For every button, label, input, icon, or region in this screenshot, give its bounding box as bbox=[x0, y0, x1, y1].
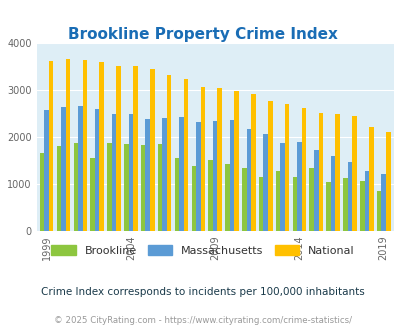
Bar bbox=[352, 116, 356, 231]
Bar bbox=[150, 69, 154, 231]
Bar bbox=[66, 59, 70, 231]
Text: Crime Index corresponds to incidents per 100,000 inhabitants: Crime Index corresponds to incidents per… bbox=[41, 287, 364, 297]
Bar bbox=[179, 117, 183, 231]
Bar bbox=[116, 66, 121, 231]
Bar bbox=[90, 158, 95, 231]
Bar bbox=[241, 168, 246, 231]
Bar bbox=[267, 101, 272, 231]
Bar bbox=[229, 120, 234, 231]
Bar bbox=[128, 114, 133, 231]
Bar bbox=[246, 129, 251, 231]
Bar bbox=[318, 113, 322, 231]
Bar bbox=[279, 143, 284, 231]
Bar bbox=[158, 145, 162, 231]
Legend: Brookline, Massachusetts, National: Brookline, Massachusetts, National bbox=[47, 241, 358, 260]
Bar bbox=[335, 114, 339, 231]
Bar bbox=[145, 119, 150, 231]
Bar bbox=[326, 182, 330, 231]
Bar bbox=[359, 181, 364, 231]
Bar bbox=[212, 121, 217, 231]
Bar bbox=[309, 168, 313, 231]
Bar bbox=[364, 171, 368, 231]
Bar bbox=[208, 160, 212, 231]
Bar bbox=[368, 127, 373, 231]
Bar bbox=[196, 122, 200, 231]
Bar bbox=[141, 146, 145, 231]
Bar bbox=[162, 118, 166, 231]
Bar bbox=[57, 147, 61, 231]
Bar bbox=[78, 106, 83, 231]
Bar bbox=[330, 156, 335, 231]
Bar bbox=[49, 61, 53, 231]
Bar bbox=[376, 191, 380, 231]
Bar bbox=[73, 143, 78, 231]
Bar bbox=[40, 153, 44, 231]
Bar bbox=[313, 150, 318, 231]
Bar bbox=[251, 94, 255, 231]
Bar bbox=[44, 110, 49, 231]
Text: © 2025 CityRating.com - https://www.cityrating.com/crime-statistics/: © 2025 CityRating.com - https://www.city… bbox=[54, 316, 351, 325]
Bar bbox=[342, 178, 347, 231]
Bar bbox=[133, 66, 137, 231]
Bar bbox=[258, 177, 263, 231]
Bar bbox=[111, 114, 116, 231]
Bar bbox=[61, 107, 66, 231]
Bar bbox=[275, 171, 279, 231]
Bar bbox=[263, 134, 267, 231]
Bar bbox=[296, 142, 301, 231]
Bar bbox=[124, 144, 128, 231]
Bar bbox=[380, 174, 385, 231]
Bar bbox=[183, 79, 188, 231]
Bar bbox=[83, 60, 87, 231]
Bar bbox=[107, 143, 111, 231]
Bar bbox=[99, 62, 104, 231]
Bar bbox=[225, 164, 229, 231]
Bar bbox=[174, 158, 179, 231]
Bar bbox=[166, 75, 171, 231]
Text: Brookline Property Crime Index: Brookline Property Crime Index bbox=[68, 27, 337, 42]
Bar bbox=[301, 108, 305, 231]
Bar bbox=[347, 162, 352, 231]
Bar bbox=[284, 104, 289, 231]
Bar bbox=[191, 166, 196, 231]
Bar bbox=[234, 91, 238, 231]
Bar bbox=[217, 88, 222, 231]
Bar bbox=[292, 178, 296, 231]
Bar bbox=[95, 109, 99, 231]
Bar bbox=[385, 132, 390, 231]
Bar bbox=[200, 87, 205, 231]
